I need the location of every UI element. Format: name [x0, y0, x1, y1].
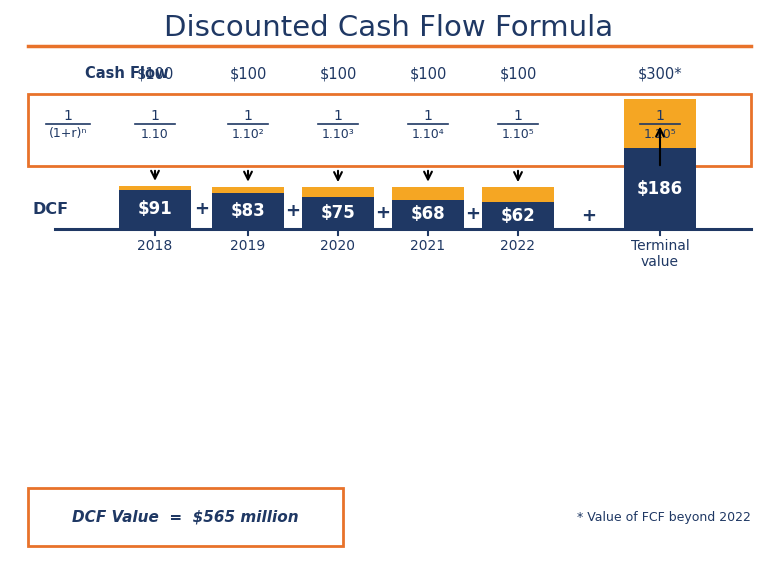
Text: 2021: 2021 — [411, 239, 446, 253]
Text: +: + — [581, 207, 597, 225]
Text: 2020: 2020 — [320, 239, 355, 253]
Text: 1: 1 — [656, 109, 664, 123]
Bar — [212, 186, 284, 193]
Bar — [119, 190, 191, 229]
Text: $100: $100 — [229, 67, 266, 82]
Text: 1: 1 — [333, 109, 343, 123]
Text: Cash Flow: Cash Flow — [85, 67, 168, 82]
Text: $186: $186 — [637, 180, 683, 198]
Text: DCF Value  =  $565 million: DCF Value = $565 million — [72, 509, 299, 524]
Text: 1: 1 — [64, 109, 72, 123]
Text: $100: $100 — [319, 67, 357, 82]
Text: 2019: 2019 — [231, 239, 266, 253]
Text: $68: $68 — [411, 205, 446, 223]
Text: 1: 1 — [150, 109, 160, 123]
Text: 1.10³: 1.10³ — [322, 127, 354, 141]
Text: $75: $75 — [321, 204, 355, 222]
Bar — [482, 187, 554, 202]
Bar — [482, 202, 554, 229]
Text: 1.10⁴: 1.10⁴ — [411, 127, 444, 141]
Text: 2022: 2022 — [500, 239, 535, 253]
Bar — [392, 200, 464, 229]
Text: $100: $100 — [136, 67, 174, 82]
Text: 1.10⁵: 1.10⁵ — [502, 127, 534, 141]
Bar — [624, 99, 696, 148]
Text: 1: 1 — [513, 109, 523, 123]
Bar — [28, 488, 343, 546]
Text: DCF: DCF — [32, 202, 68, 217]
Bar — [302, 196, 374, 229]
Text: 1: 1 — [244, 109, 252, 123]
Text: 1.10⁵: 1.10⁵ — [643, 127, 676, 141]
Bar — [624, 148, 696, 229]
Text: $62: $62 — [501, 207, 535, 225]
Text: 1: 1 — [424, 109, 432, 123]
Text: $91: $91 — [138, 200, 172, 218]
Text: Discounted Cash Flow Formula: Discounted Cash Flow Formula — [164, 14, 614, 42]
Bar — [119, 186, 191, 190]
Text: $300*: $300* — [638, 67, 682, 82]
Text: +: + — [194, 200, 209, 218]
Text: 2018: 2018 — [137, 239, 173, 253]
Bar — [392, 186, 464, 200]
Text: 1.10: 1.10 — [141, 127, 169, 141]
Bar — [212, 193, 284, 229]
Text: +: + — [466, 205, 481, 223]
Text: $83: $83 — [231, 202, 266, 220]
Text: 1.10²: 1.10² — [231, 127, 264, 141]
Text: $100: $100 — [499, 67, 537, 82]
Bar — [28, 94, 751, 166]
Text: +: + — [285, 202, 301, 220]
Text: +: + — [375, 204, 390, 222]
Text: * Value of FCF beyond 2022: * Value of FCF beyond 2022 — [577, 510, 751, 523]
Text: (1+r)ⁿ: (1+r)ⁿ — [49, 127, 87, 141]
Text: $100: $100 — [409, 67, 446, 82]
Text: Terminal
value: Terminal value — [631, 239, 689, 269]
Bar — [302, 187, 374, 196]
